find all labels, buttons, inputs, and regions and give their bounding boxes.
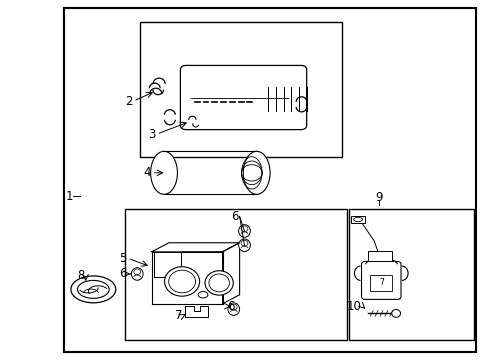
Ellipse shape bbox=[71, 276, 116, 303]
Text: 9: 9 bbox=[374, 191, 382, 204]
Polygon shape bbox=[184, 306, 208, 317]
Ellipse shape bbox=[204, 271, 233, 295]
Bar bbox=[369, 275, 391, 291]
Bar bbox=[367, 251, 391, 261]
Bar bbox=[125, 209, 346, 339]
Text: 2: 2 bbox=[124, 95, 132, 108]
Ellipse shape bbox=[150, 151, 177, 194]
Text: 1: 1 bbox=[65, 190, 73, 203]
Text: 10: 10 bbox=[346, 300, 361, 313]
FancyBboxPatch shape bbox=[180, 66, 306, 130]
Text: 7: 7 bbox=[378, 278, 383, 287]
Text: 6: 6 bbox=[226, 300, 234, 313]
Ellipse shape bbox=[353, 217, 362, 222]
Text: 3: 3 bbox=[148, 127, 156, 141]
Text: 6: 6 bbox=[119, 267, 126, 280]
Bar bbox=[64, 8, 475, 352]
Ellipse shape bbox=[227, 303, 239, 315]
Ellipse shape bbox=[243, 151, 269, 194]
Polygon shape bbox=[222, 243, 239, 304]
Ellipse shape bbox=[198, 292, 207, 298]
Polygon shape bbox=[154, 252, 181, 277]
FancyBboxPatch shape bbox=[361, 261, 400, 300]
Bar bbox=[348, 209, 473, 339]
Ellipse shape bbox=[391, 310, 400, 318]
Text: 6: 6 bbox=[231, 210, 238, 223]
Text: 7: 7 bbox=[174, 309, 182, 322]
Text: 4: 4 bbox=[143, 166, 151, 179]
Bar bbox=[350, 216, 365, 223]
Bar bbox=[140, 22, 341, 157]
Text: 5: 5 bbox=[119, 252, 126, 265]
Ellipse shape bbox=[131, 268, 143, 280]
Polygon shape bbox=[152, 243, 239, 252]
Ellipse shape bbox=[238, 239, 250, 252]
Polygon shape bbox=[152, 252, 222, 304]
Text: 8: 8 bbox=[77, 269, 84, 282]
Ellipse shape bbox=[238, 225, 250, 237]
Ellipse shape bbox=[164, 267, 199, 296]
